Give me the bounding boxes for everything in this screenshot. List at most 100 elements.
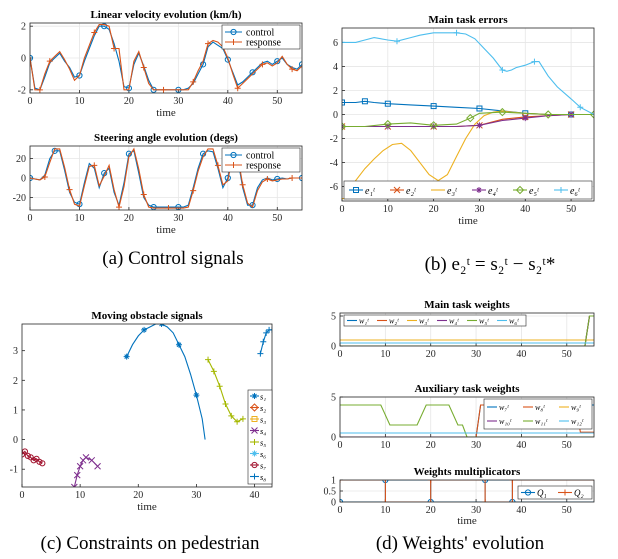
x-tick-label: 30 xyxy=(471,440,481,451)
legend-box xyxy=(221,147,301,173)
series-marker xyxy=(499,67,506,74)
series-marker xyxy=(342,122,347,131)
series-marker xyxy=(205,356,212,363)
series-marker xyxy=(222,401,229,408)
legend-marker xyxy=(558,187,564,193)
x-tick-label: 30 xyxy=(471,505,481,516)
x-tick-label: 20 xyxy=(426,505,436,516)
series-marker xyxy=(30,457,37,464)
axes-frame xyxy=(29,145,303,211)
legend-label: w₆ᵗ xyxy=(509,317,519,326)
series-line-7 xyxy=(22,450,43,464)
legend-label: w₁₁ᵗ xyxy=(535,417,548,426)
x-tick-label: 30 xyxy=(173,213,183,224)
legend-marker xyxy=(230,39,237,45)
legend-label: e₂ᵗ xyxy=(406,186,417,197)
y-tick-label: 0 xyxy=(331,342,336,353)
y-tick-label: 0 xyxy=(13,435,18,446)
legend-marker xyxy=(515,185,525,195)
series-marker xyxy=(429,121,438,130)
series-marker xyxy=(73,471,81,479)
x-axis-label: time xyxy=(137,501,157,513)
series-marker xyxy=(94,462,101,470)
x-tick-label: 0 xyxy=(338,505,343,516)
series-marker xyxy=(239,415,246,422)
x-tick-label: 0 xyxy=(338,440,343,451)
series-marker xyxy=(190,187,197,194)
x-tick-label: 30 xyxy=(191,490,201,501)
series-marker xyxy=(82,454,90,461)
series-marker xyxy=(76,72,83,79)
y-tick-label: 0 xyxy=(21,174,26,185)
x-tick-label: 50 xyxy=(272,213,282,224)
series-marker xyxy=(264,175,271,182)
legend-marker xyxy=(251,393,258,399)
legend-box xyxy=(517,485,593,500)
series-marker xyxy=(46,58,53,65)
series-line-5 xyxy=(342,111,594,128)
series-line-1 xyxy=(126,324,206,440)
series-line-4 xyxy=(342,113,594,128)
series-marker xyxy=(160,86,167,93)
series-marker xyxy=(30,54,34,62)
y-tick-label: -4 xyxy=(330,158,338,169)
legend-label: s₇ xyxy=(260,461,266,471)
series-marker xyxy=(36,458,43,465)
series-line-2 xyxy=(340,480,594,502)
x-tick-label: 0 xyxy=(28,213,33,224)
series-marker xyxy=(101,23,108,30)
chart-title: Steering angle evolution (degs) xyxy=(94,132,238,144)
series-marker xyxy=(125,85,133,92)
chart-b: 0 10 20 30 40 50 -6 -4 -2 0 2 4 6 Main task errors tim… xyxy=(330,14,595,227)
legend-marker xyxy=(353,187,359,193)
legend-label: control xyxy=(246,151,275,162)
y-tick-label: -6 xyxy=(330,182,338,193)
legend-box xyxy=(343,180,593,200)
legend-box xyxy=(343,314,527,327)
series-marker xyxy=(141,326,148,333)
series-marker xyxy=(263,329,270,336)
legend-label: Q₂ xyxy=(574,488,584,498)
series-marker xyxy=(342,39,345,46)
x-tick-label: 20 xyxy=(124,96,134,107)
axes-frame xyxy=(29,22,303,94)
x-tick-label: 20 xyxy=(426,349,436,360)
x-tick-label: 0 xyxy=(338,349,343,360)
series-marker xyxy=(239,181,246,188)
legend-label: e₆ᵗ xyxy=(570,186,581,197)
series-marker xyxy=(543,110,553,119)
legend-label: s₁ xyxy=(260,392,266,402)
series-marker xyxy=(393,38,400,45)
x-tick-label: 40 xyxy=(520,204,530,215)
legend-marker xyxy=(476,187,482,193)
y-tick-label: -2 xyxy=(18,85,26,96)
legend-marker xyxy=(251,461,258,469)
x-tick-label: 40 xyxy=(516,440,526,451)
series-marker xyxy=(289,175,296,181)
x-tick-label: 30 xyxy=(173,96,183,107)
chart-title: Auxiliary task weights xyxy=(414,383,520,395)
series-marker xyxy=(269,326,272,333)
legend-marker xyxy=(562,489,568,496)
series-line-1 xyxy=(30,149,302,208)
x-tick-label: 20 xyxy=(426,440,436,451)
series-marker xyxy=(476,122,483,129)
legend-marker xyxy=(251,416,258,422)
series-marker xyxy=(116,204,123,210)
series-marker xyxy=(76,462,84,470)
series-marker xyxy=(260,338,267,345)
axes-frame xyxy=(339,312,595,347)
x-tick-label: 40 xyxy=(223,213,233,224)
series-marker xyxy=(577,104,584,111)
legend-marker xyxy=(251,473,258,480)
legend-box xyxy=(247,389,273,485)
caption-b: (b) e₂ᵗ = s₂ᵗ − s₂ᵗ* xyxy=(370,254,610,276)
series-marker xyxy=(123,353,130,360)
legend-label: s₂ xyxy=(260,403,266,413)
y-tick-label: 1 xyxy=(331,476,336,487)
series-marker xyxy=(36,86,43,93)
legend-label: e₅ᵗ xyxy=(529,186,540,197)
x-tick-label: 20 xyxy=(429,204,439,215)
legend-marker xyxy=(230,162,237,168)
x-tick-label: 40 xyxy=(250,490,260,501)
